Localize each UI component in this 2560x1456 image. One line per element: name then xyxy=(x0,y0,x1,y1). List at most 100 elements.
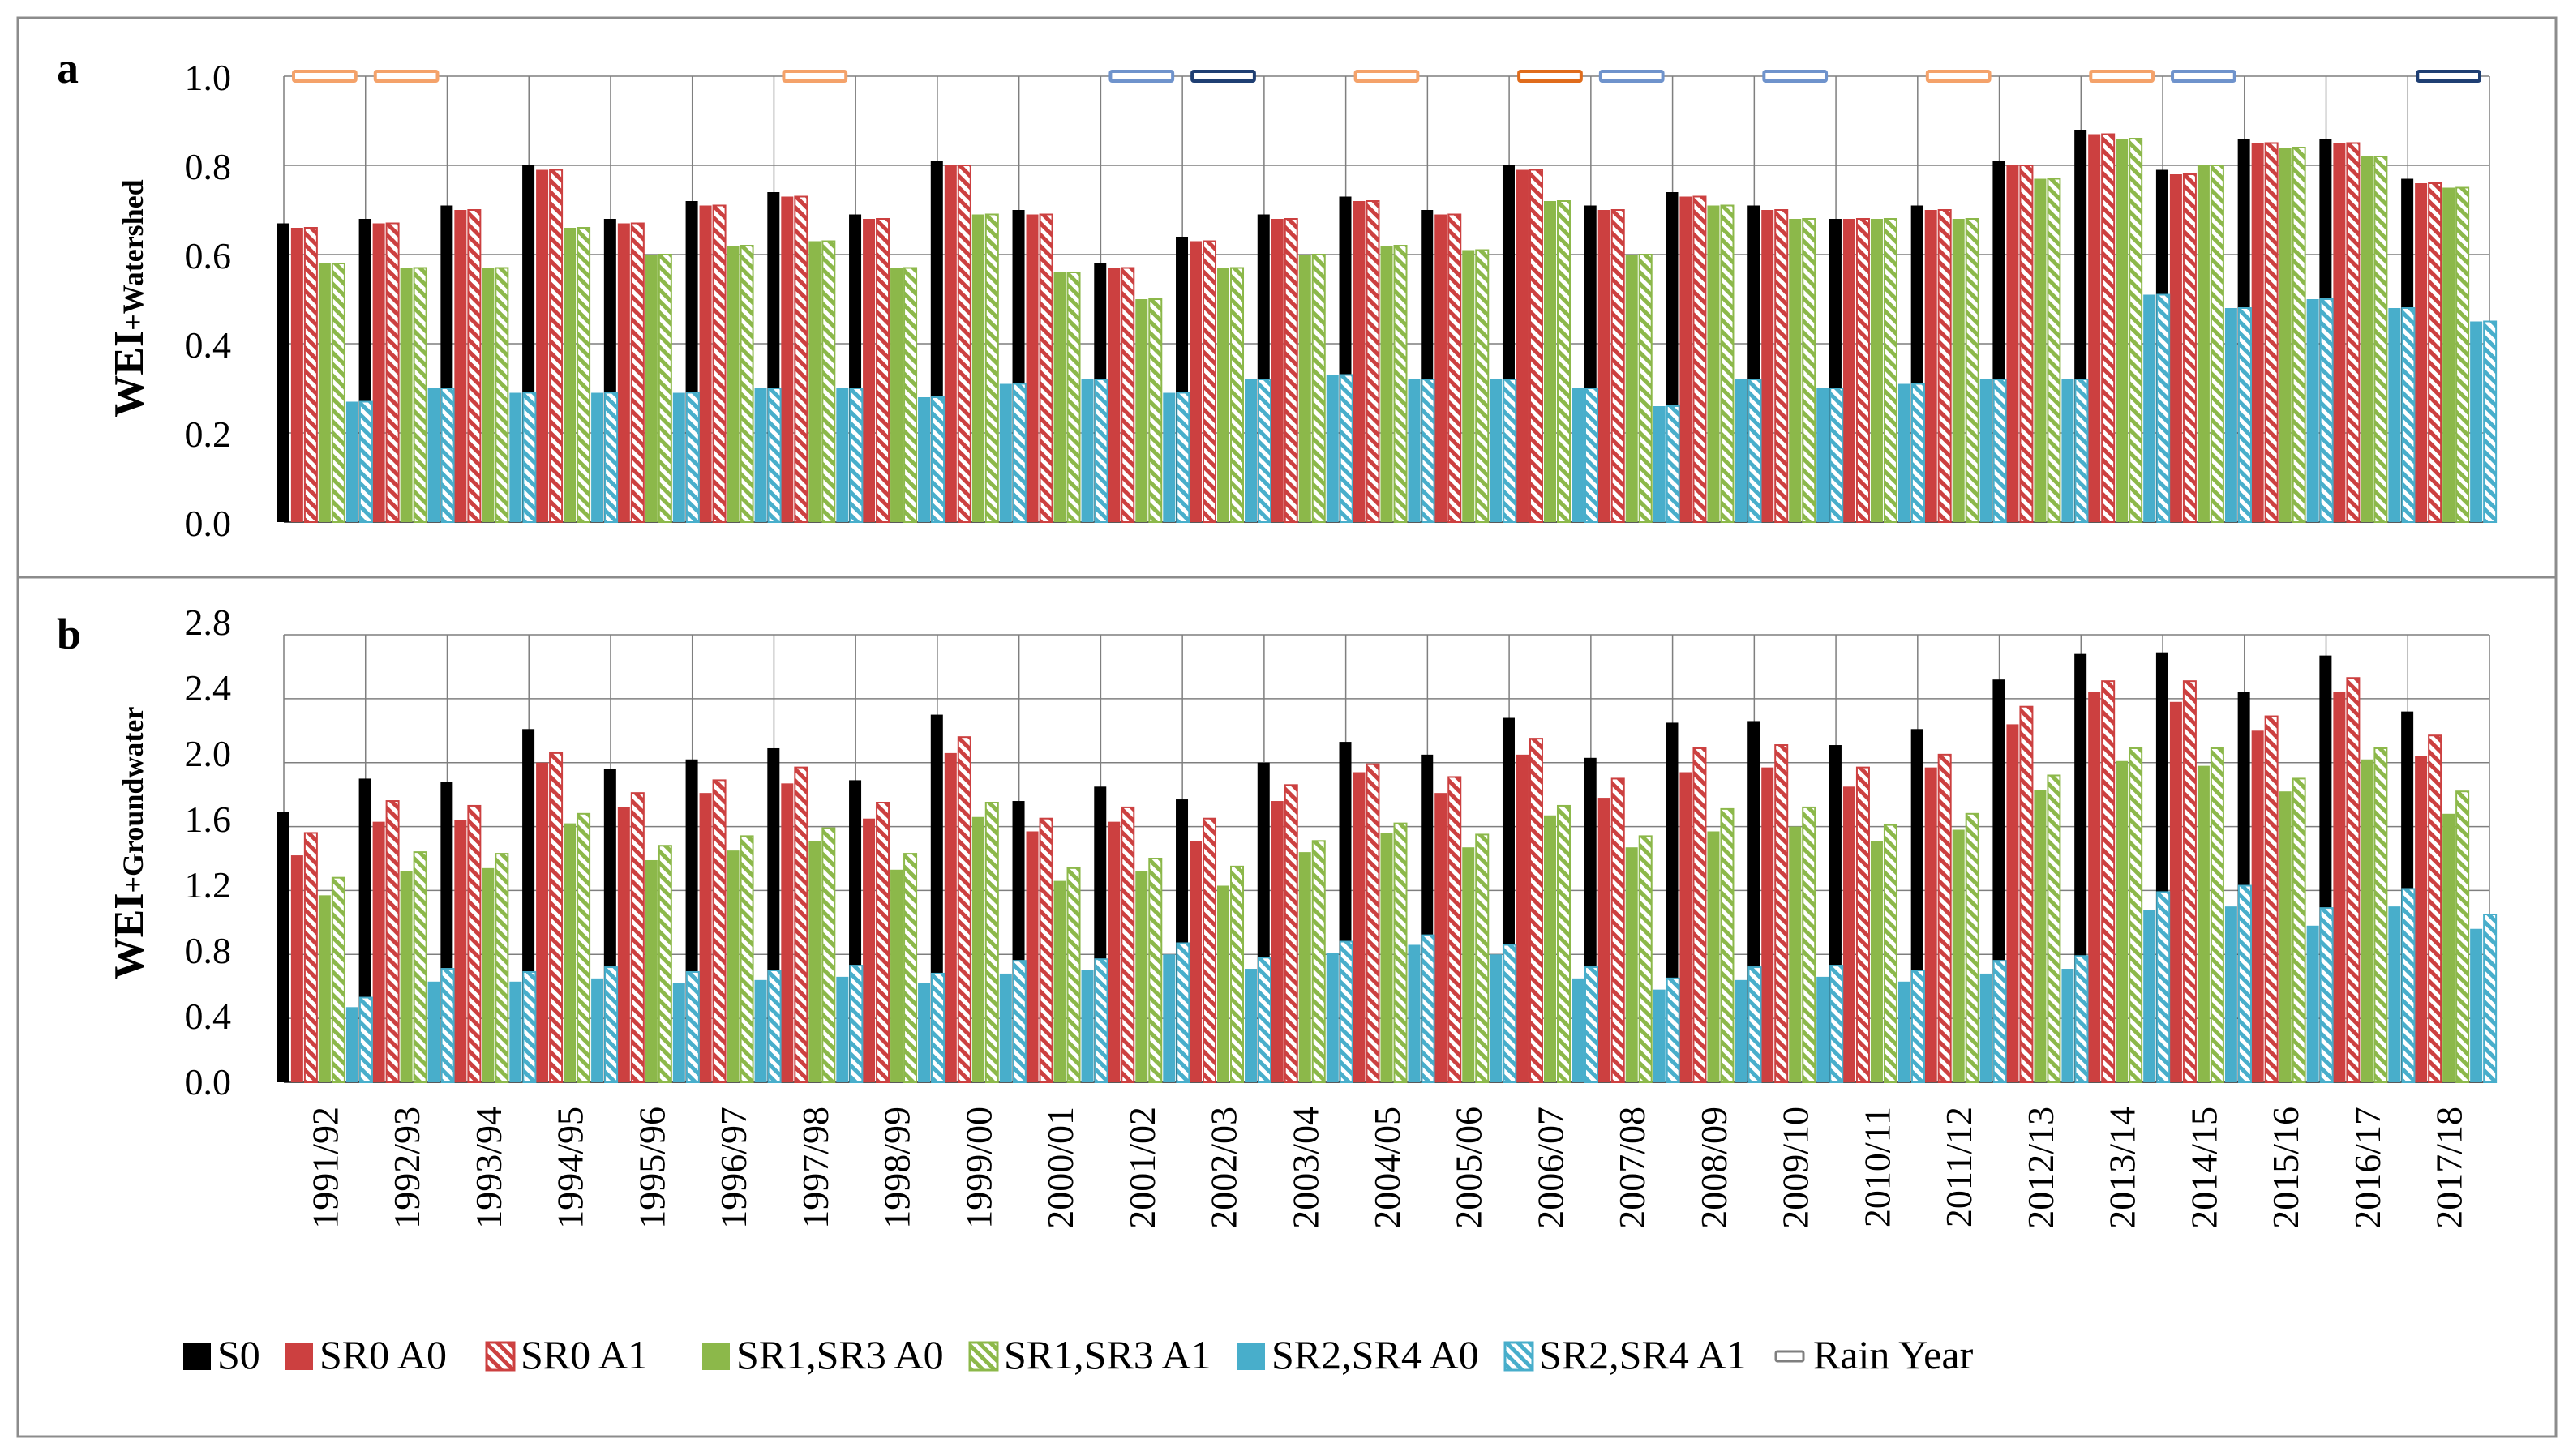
x-tick-label-13: 2004/05 xyxy=(1366,1107,1408,1229)
bar-a-sr1-sr3-a0-1 xyxy=(400,268,413,522)
legend-swatch-s0 xyxy=(183,1343,211,1370)
bar-b-sr1-sr3-a0-6 xyxy=(808,841,821,1082)
bar-b-sr1-sr3-a1-9 xyxy=(1066,867,1081,1084)
panel-a-label: a xyxy=(57,44,79,92)
bar-b-sr1-sr3-a0-18 xyxy=(1789,826,1802,1082)
bar-b-sr2-sr4-a0-19 xyxy=(1897,981,1910,1082)
bar-b-sr1-sr3-a0-13 xyxy=(1380,833,1393,1082)
bar-a-sr1-sr3-a0-7 xyxy=(890,268,903,522)
bar-b-sr0-a0-15 xyxy=(1516,754,1529,1082)
bar-a-sr0-a1-12 xyxy=(1284,218,1298,523)
bar-b-sr1-sr3-a0-4 xyxy=(645,859,658,1082)
panel-b-ylabel: WEI+Groundwater xyxy=(106,707,152,980)
bar-a-sr0-a1-13 xyxy=(1366,200,1380,523)
bar-a-sr2-sr4-a1-10 xyxy=(1176,392,1190,523)
bar-a-sr1-sr3-a1-17 xyxy=(1720,204,1735,523)
x-tick-label-12: 2003/04 xyxy=(1284,1107,1326,1229)
bar-b-sr1-sr3-a0-0 xyxy=(318,895,331,1082)
legend-label-sr2-a0: SR2,SR4 A0 xyxy=(1271,1332,1479,1377)
x-tick-label-16: 2007/08 xyxy=(1611,1107,1653,1229)
bar-a-sr2-sr4-a0-16 xyxy=(1653,406,1666,522)
bar-a-sr1-sr3-a1-8 xyxy=(984,213,999,523)
panel-b-ytick: 2.0 xyxy=(185,733,232,774)
legend-swatch-sr1-a1 xyxy=(968,1341,999,1372)
rain-year-marker-dry-23 xyxy=(2171,70,2236,83)
bar-b-sr0-a1-14 xyxy=(1447,776,1462,1083)
bar-a-sr2-sr4-a1-14 xyxy=(1503,379,1517,523)
bar-b-sr0-a1-13 xyxy=(1366,763,1380,1084)
bar-a-sr0-a0-17 xyxy=(1679,196,1692,522)
legend-swatch-sr0-a1 xyxy=(485,1341,516,1372)
x-tick-label-18: 2009/10 xyxy=(1775,1107,1816,1229)
bar-a-sr0-a1-4 xyxy=(630,222,645,523)
bar-b-sr2-sr4-a0-8 xyxy=(999,973,1012,1082)
bar-b-sr0-a1-9 xyxy=(1039,817,1053,1083)
bar-b-sr2-sr4-a1-1 xyxy=(440,968,455,1083)
bar-b-sr1-sr3-a1-15 xyxy=(1556,804,1571,1083)
bar-a-sr2-sr4-a1-23 xyxy=(2237,307,2252,523)
panel-a-ytick: 0.4 xyxy=(185,324,232,366)
bar-a-sr0-a0-1 xyxy=(372,223,385,522)
bar-b-sr0-a0-9 xyxy=(1026,831,1039,1082)
bar-a-sr1-sr3-a1-7 xyxy=(903,267,918,523)
bar-a-sr1-sr3-a1-19 xyxy=(1883,218,1897,523)
bar-a-sr0-a0-4 xyxy=(617,223,630,522)
legend-label-sr1-a0: SR1,SR3 A0 xyxy=(736,1332,944,1377)
bar-a-sr1-sr3-a0-9 xyxy=(1053,272,1066,522)
bar-a-sr0-a1-19 xyxy=(1855,218,1870,523)
bar-a-sr0-a1-26 xyxy=(2428,182,2442,523)
panel-b-ytick: 1.2 xyxy=(185,864,232,906)
bar-a-sr1-sr3-a0-16 xyxy=(1625,255,1638,522)
bar-a-sr0-a0-22 xyxy=(2088,134,2101,522)
bar-a-sr0-a0-6 xyxy=(781,196,794,522)
bar-a-sr2-sr4-a0-13 xyxy=(1408,379,1421,522)
bar-b-sr0-a0-22 xyxy=(2088,692,2101,1082)
bar-b-sr2-sr4-a1-24 xyxy=(2319,907,2334,1083)
bar-b-sr0-a0-17 xyxy=(1679,772,1692,1082)
bar-b-sr0-a1-26 xyxy=(2428,734,2442,1083)
bar-a-sr2-sr4-a0-11 xyxy=(1245,379,1258,522)
bar-a-sr2-sr4-a0-24 xyxy=(2306,299,2319,522)
bar-b-sr2-sr4-a0-14 xyxy=(1490,954,1503,1082)
x-tick-label-26: 2017/18 xyxy=(2429,1107,2470,1229)
bar-a-sr1-sr3-a0-0 xyxy=(318,263,331,522)
bar-a-sr0-a1-23 xyxy=(2182,173,2197,523)
bar-b-sr2-sr4-a0-24 xyxy=(2306,925,2319,1082)
bar-b-sr1-sr3-a0-12 xyxy=(1298,852,1311,1082)
bar-b-sr0-a1-19 xyxy=(1855,766,1870,1084)
bar-a-sr1-sr3-a0-8 xyxy=(971,214,984,522)
bar-a-sr2-sr4-a1-17 xyxy=(1747,379,1762,523)
bar-b-sr0-a0-26 xyxy=(2415,756,2428,1082)
bar-b-sr1-sr3-a0-21 xyxy=(2034,790,2047,1082)
bar-b-sr1-sr3-a1-4 xyxy=(658,845,672,1083)
bar-a-sr2-sr4-a1-9 xyxy=(1094,379,1108,523)
bar-b-sr2-sr4-a0-0 xyxy=(345,1007,358,1082)
bar-b-sr2-sr4-a0-11 xyxy=(1245,969,1258,1082)
bar-b-sr2-sr4-a0-3 xyxy=(591,978,604,1082)
bar-a-sr0-a1-14 xyxy=(1447,213,1462,523)
bar-a-sr2-sr4-a0-8 xyxy=(999,383,1012,522)
bar-a-sr0-a1-11 xyxy=(1203,240,1217,523)
bar-b-sr2-sr4-a0-15 xyxy=(1571,978,1584,1082)
bar-a-sr1-sr3-a1-13 xyxy=(1393,245,1408,523)
bar-a-sr1-sr3-a1-23 xyxy=(2210,165,2224,523)
bar-b-sr1-sr3-a1-6 xyxy=(821,827,836,1083)
bar-b-sr1-sr3-a0-26 xyxy=(2442,813,2455,1082)
bar-a-sr0-a0-18 xyxy=(1761,210,1774,522)
x-tick-label-22: 2013/14 xyxy=(2102,1107,2143,1229)
rain-year-marker-dry-16 xyxy=(1598,70,1665,83)
bar-b-sr2-sr4-a1-7 xyxy=(931,972,946,1084)
bar-a-sr1-sr3-a0-18 xyxy=(1789,219,1802,522)
bar-a-sr0-a1-21 xyxy=(2019,165,2034,523)
bar-a-sr0-a1-25 xyxy=(2346,142,2361,523)
bar-a-sr2-sr4-a1-24 xyxy=(2319,298,2334,523)
bar-a-sr1-sr3-a1-10 xyxy=(1148,298,1163,523)
bar-b-sr2-sr4-a0-6 xyxy=(836,976,849,1082)
bar-a-sr2-sr4-a1-12 xyxy=(1339,374,1353,523)
bar-b-sr2-sr4-a1-15 xyxy=(1584,966,1598,1083)
bar-a-sr2-sr4-a0-14 xyxy=(1490,379,1503,522)
bar-a-sr2-sr4-a0-9 xyxy=(1081,379,1094,522)
bar-b-sr0-a1-23 xyxy=(2182,680,2197,1084)
bar-b-sr1-sr3-a0-20 xyxy=(1952,829,1965,1082)
